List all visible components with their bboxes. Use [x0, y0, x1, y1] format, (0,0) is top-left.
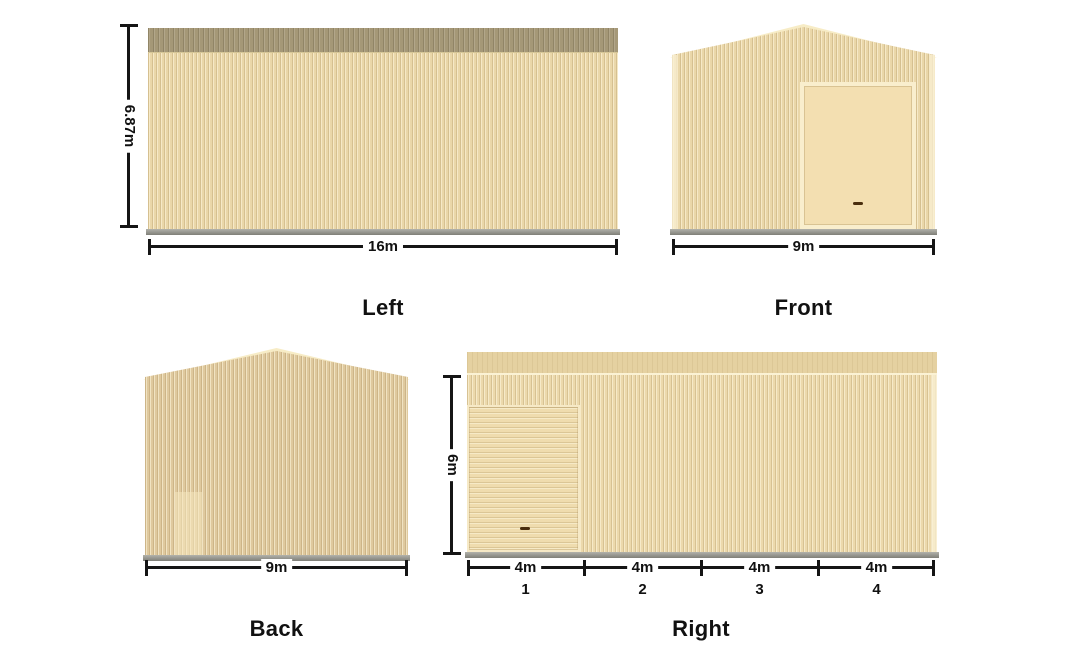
roof-band	[148, 28, 618, 53]
door-outline-faint	[175, 492, 202, 555]
dimension-tick	[443, 552, 461, 555]
roller-door	[467, 405, 580, 552]
corner-trim	[930, 55, 935, 229]
dimension-tick	[405, 560, 408, 576]
dimension-tick	[932, 560, 935, 576]
front-building	[672, 27, 935, 229]
dimension-tick	[583, 560, 586, 576]
left-building	[148, 28, 618, 229]
bay-length-label: 4m	[626, 559, 659, 577]
right-height-label: 6m	[443, 449, 461, 481]
door-handle-icon	[853, 202, 863, 205]
concrete-slab	[670, 229, 937, 235]
front-width-label: 9m	[787, 238, 820, 256]
bay-length-label: 4m	[743, 559, 776, 577]
dimension-tick	[120, 225, 138, 228]
bay-number: 1	[521, 581, 530, 598]
front-width-dimension: 9m	[672, 238, 935, 256]
dimension-tick	[700, 560, 703, 576]
dimension-tick	[148, 239, 151, 255]
dimension-tick	[443, 375, 461, 378]
back-width-label: 9m	[260, 559, 293, 577]
corner-trim	[931, 375, 937, 552]
bay-number: 3	[755, 581, 764, 598]
dimension-tick	[120, 24, 138, 27]
side-wall	[148, 53, 618, 229]
right-view-title: Right	[672, 616, 730, 641]
bay-length-label: 4m	[860, 559, 893, 577]
left-height-label: 6.87m	[120, 99, 138, 153]
corner-trim	[672, 55, 677, 229]
back-view-title: Back	[249, 616, 304, 641]
dimension-tick	[145, 560, 148, 576]
right-building	[467, 352, 937, 552]
left-width-dimension: 16m	[148, 238, 618, 256]
bay-length-label: 4m	[509, 559, 542, 577]
right-height-dimension: 6m	[443, 375, 461, 555]
back-width-dimension: 9m	[145, 559, 408, 577]
concrete-slab	[465, 552, 939, 558]
door-handle-icon	[520, 527, 530, 530]
right-bay-dimension: 4m 4m 4m 4m 1 2 3 4	[467, 559, 935, 600]
front-view-title: Front	[774, 295, 833, 320]
roller-door	[800, 82, 916, 229]
bay-number: 4	[872, 581, 881, 598]
concrete-slab	[143, 555, 410, 561]
dimension-tick	[932, 239, 935, 255]
roof-band	[467, 352, 937, 375]
dimension-tick	[467, 560, 470, 576]
dimension-tick	[672, 239, 675, 255]
dimension-tick	[817, 560, 820, 576]
left-height-dimension: 6.87m	[120, 24, 138, 228]
bay-number: 2	[638, 581, 647, 598]
left-view-title: Left	[362, 295, 404, 320]
back-building	[145, 351, 408, 555]
left-width-label: 16m	[362, 238, 404, 256]
dimension-tick	[615, 239, 618, 255]
concrete-slab	[146, 229, 620, 235]
